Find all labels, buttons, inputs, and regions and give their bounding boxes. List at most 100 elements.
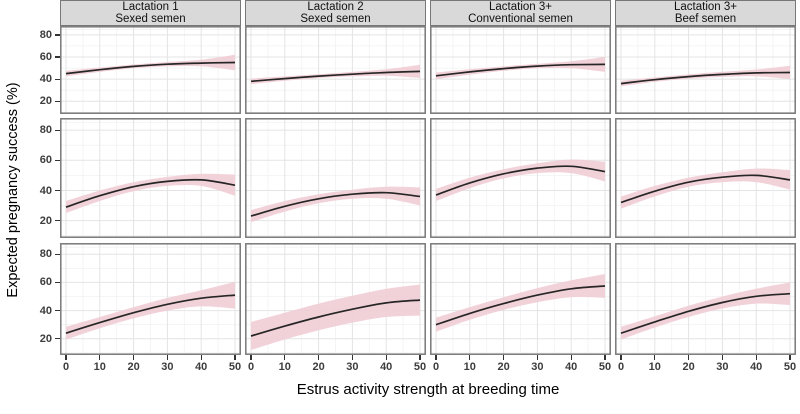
mean-line	[250, 70, 421, 83]
panel-r1c3	[430, 26, 611, 114]
x-tick-label: 0	[247, 361, 255, 373]
tick-mark	[419, 355, 421, 360]
tick-mark	[570, 355, 572, 360]
tick-mark	[55, 281, 60, 284]
x-tick-label: 20	[682, 361, 695, 373]
x-tick-label: 10	[463, 361, 476, 373]
tick-mark	[55, 34, 60, 36]
tick-mark	[133, 355, 135, 360]
mean-line	[620, 71, 791, 85]
panel-r3c1	[60, 243, 241, 355]
mean-line	[250, 191, 421, 217]
x-axis-title: Estrus activity strength at breeding tim…	[296, 381, 560, 398]
tick-mark	[55, 253, 60, 255]
mean-line	[65, 61, 236, 75]
y-tick-label: 80	[39, 28, 52, 41]
panel-r3c3	[430, 243, 611, 355]
tick-mark	[166, 355, 168, 360]
y-tick-label: 80	[39, 124, 52, 137]
confidence-ribbon	[66, 173, 235, 214]
facet-strip-line2: Sexed semen	[300, 13, 371, 25]
tick-mark	[385, 355, 387, 360]
y-tick-label: 40	[39, 304, 52, 317]
facet-strip-line1: Lactation 1	[122, 1, 179, 13]
facet-strip-line1: Lactation 3+	[489, 1, 552, 13]
panel-r1c4	[615, 26, 796, 114]
tick-mark	[351, 355, 353, 360]
x-tick-label: 10	[278, 361, 291, 373]
y-tick-label: 80	[39, 248, 52, 261]
y-tick-label: 20	[39, 95, 52, 108]
panel-r1c1	[60, 26, 241, 114]
panel-r2c2	[245, 118, 426, 238]
y-tick-label: 40	[39, 184, 52, 197]
panel-r2c4	[615, 118, 796, 238]
tick-mark	[200, 355, 202, 360]
tick-mark	[536, 355, 538, 360]
mean-line	[65, 178, 236, 208]
tick-mark	[55, 56, 60, 58]
tick-mark	[55, 78, 60, 80]
tick-mark	[721, 355, 723, 360]
x-tick-label: 40	[750, 361, 763, 373]
facet-strip: Lactation 1 Sexed semen	[60, 0, 241, 26]
facet-strip-line2: Beef semen	[674, 13, 737, 25]
panel-r2c1	[60, 118, 241, 238]
mean-line	[435, 165, 606, 196]
mean-line	[250, 299, 421, 337]
x-tick-label: 30	[531, 361, 544, 373]
tick-mark	[55, 338, 60, 340]
y-tick-label: 60	[39, 276, 52, 289]
x-tick-label: 30	[716, 361, 729, 373]
facet-strip-line1: Lactation 2	[307, 1, 364, 13]
tick-mark	[435, 355, 437, 360]
panel-r2c3	[430, 118, 611, 238]
mean-line	[435, 63, 606, 77]
tick-mark	[503, 355, 505, 360]
x-tick-label: 0	[432, 361, 440, 373]
y-tick-label: 20	[39, 332, 52, 345]
panel-r3c2	[245, 243, 426, 355]
tick-mark	[55, 220, 60, 222]
tick-mark	[654, 355, 656, 360]
tick-mark	[55, 100, 60, 102]
tick-mark	[604, 355, 606, 360]
tick-mark	[55, 129, 60, 131]
x-tick-label: 20	[497, 361, 510, 373]
tick-mark	[318, 355, 320, 360]
tick-mark	[688, 355, 690, 360]
facet-strip-line2: Sexed semen	[115, 13, 186, 25]
facet-strip: Lactation 2 Sexed semen	[245, 0, 426, 26]
confidence-ribbon	[436, 159, 605, 201]
tick-mark	[55, 159, 60, 161]
panel-r3c4	[615, 243, 796, 355]
x-tick-label: 30	[161, 361, 174, 373]
y-tick-label: 20	[39, 214, 52, 227]
confidence-ribbon	[251, 284, 420, 351]
facet-strip-line2: Conventional semen	[468, 13, 573, 25]
x-tick-label: 50	[598, 361, 612, 373]
x-tick-label: 30	[346, 361, 359, 373]
tick-mark	[789, 355, 791, 360]
confidence-ribbon	[66, 281, 235, 340]
x-tick-label: 10	[93, 361, 106, 373]
tick-mark	[620, 355, 622, 360]
x-tick-label: 40	[380, 361, 393, 373]
confidence-ribbon	[621, 168, 790, 209]
tick-mark	[755, 355, 757, 360]
x-tick-label: 10	[648, 361, 661, 373]
tick-mark	[99, 355, 101, 360]
mean-line	[65, 294, 236, 335]
tick-mark	[65, 355, 67, 360]
y-tick-label: 60	[39, 154, 52, 167]
x-tick-label: 20	[127, 361, 140, 373]
y-tick-label: 40	[39, 73, 52, 86]
mean-line	[620, 292, 791, 335]
x-tick-label: 40	[195, 361, 208, 373]
x-tick-label: 40	[565, 361, 578, 373]
tick-mark	[469, 355, 471, 360]
tick-mark	[284, 355, 286, 360]
confidence-ribbon	[251, 186, 420, 223]
x-tick-label: 50	[413, 361, 427, 373]
